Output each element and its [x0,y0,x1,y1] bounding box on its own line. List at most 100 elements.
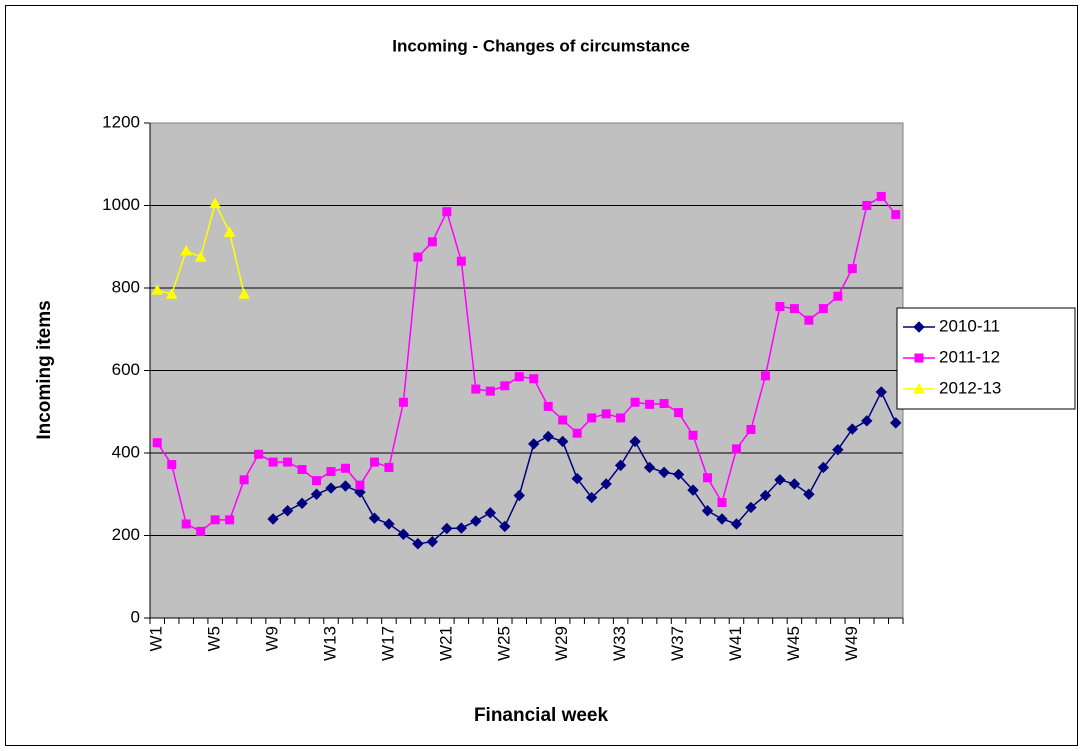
data-point [760,371,770,381]
data-point [876,191,886,201]
data-point [355,480,365,490]
data-point [674,408,684,418]
data-point [398,397,408,407]
data-point [717,498,727,507]
data-point [223,226,236,237]
data-point [151,284,164,295]
x-tick-label: W25 [494,626,513,661]
data-point [413,252,423,262]
data-point [368,512,381,524]
y-tick-label: 400 [112,442,140,461]
data-point [659,399,669,408]
data-point [788,478,801,490]
data-point [167,460,177,470]
data-point [456,256,466,266]
data-point [528,438,540,450]
data-point [543,401,553,411]
x-tick-label: W1 [147,626,166,652]
data-point [209,197,222,208]
data-point [325,482,337,494]
data-point [267,513,279,525]
data-point [746,424,756,434]
data-point [339,480,352,492]
x-axis-title: Financial week [474,705,609,726]
x-tick-label: W45 [784,626,803,661]
data-point [283,457,293,467]
data-point [268,457,278,467]
legend-marker [913,382,925,394]
legend-label: 2011-12 [939,347,1000,366]
data-point [803,488,815,500]
data-point [774,474,786,486]
data-point [804,315,814,325]
y-axis-title: Incoming items [34,300,55,439]
x-tick-label: W5 [205,626,224,652]
data-point [326,467,336,477]
x-tick-label: W49 [842,626,861,661]
data-point [297,465,307,474]
data-point [281,505,294,517]
data-point [890,417,902,429]
data-point [701,505,714,517]
data-point [384,462,394,472]
data-point [672,468,685,481]
data-point [181,519,191,529]
data-point [485,386,495,396]
data-point [556,435,569,448]
series-line [156,195,897,533]
data-point [846,423,859,435]
y-tick-label: 200 [112,525,140,544]
data-point [427,237,437,247]
data-point [745,501,757,514]
data-point [513,489,525,502]
data-point [499,520,511,533]
data-point [861,415,873,427]
data-point [471,384,481,394]
legend-label: 2012-13 [939,378,1001,397]
legend-marker [914,353,924,363]
data-point [152,438,162,448]
y-tick-label: 1200 [102,112,140,131]
data-point [412,538,424,550]
data-point [614,459,627,472]
data-point [833,291,843,301]
data-point [730,518,743,530]
data-point [572,428,582,438]
data-point [383,518,395,530]
data-point [340,463,350,473]
legend-label: 2010-11 [939,316,1000,335]
data-point [369,457,379,467]
data-point [688,430,698,440]
data-point [643,461,656,474]
data-point [426,535,439,548]
data-point [587,413,597,423]
data-point [658,466,670,479]
data-point [312,476,322,486]
data-point [629,435,641,448]
x-tick-label: W37 [668,626,687,661]
data-point [210,515,220,525]
x-tick-label: W33 [610,626,629,661]
chart-title: Incoming - Changes of circumstance [392,36,690,55]
y-tick-label: 1000 [102,195,140,214]
data-point [542,430,554,443]
data-point [789,304,799,314]
x-tick-label: W9 [263,626,282,652]
data-point [239,475,249,485]
data-point [180,244,193,256]
data-point [470,515,482,527]
y-tick-label: 600 [112,360,140,379]
data-point [442,207,452,217]
data-point [571,472,583,485]
x-tick-label: W29 [552,626,571,661]
data-point [818,304,828,314]
data-point [716,513,728,525]
data-point [759,489,772,502]
data-point [600,478,612,490]
data-point [196,526,206,536]
data-point [514,372,524,382]
data-point [397,528,410,540]
data-point [225,515,235,525]
